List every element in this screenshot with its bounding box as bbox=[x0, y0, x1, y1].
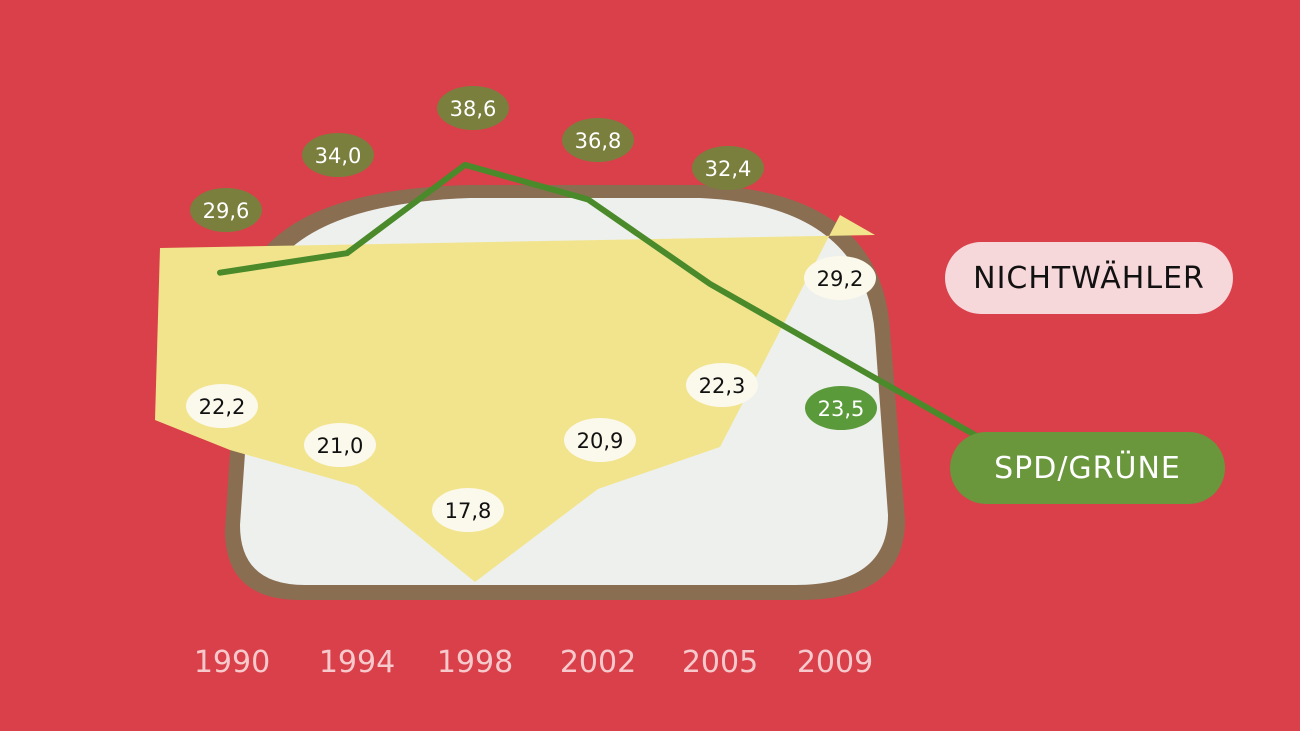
nichtwaehler-value-label-text: 17,8 bbox=[445, 499, 492, 523]
nichtwaehler-value-label-bubble bbox=[686, 363, 758, 407]
nichtwaehler-value-label: 21,0 bbox=[304, 423, 376, 467]
x-tick-label: 1994 bbox=[319, 645, 395, 680]
spd-value-label: 38,6 bbox=[437, 86, 509, 130]
nichtwaehler-value-label-text: 22,3 bbox=[699, 374, 746, 398]
spd-value-label: 36,8 bbox=[562, 118, 634, 162]
nichtwaehler-value-label-bubble bbox=[804, 256, 876, 300]
nichtwaehler-value-label: 17,8 bbox=[432, 488, 504, 532]
x-tick-label: 1990 bbox=[194, 645, 270, 680]
nichtwaehler-value-label-text: 29,2 bbox=[817, 267, 864, 291]
x-tick-label: 2002 bbox=[560, 645, 636, 680]
nichtwaehler-value-label-text: 20,9 bbox=[577, 429, 624, 453]
spd-value-label-text: 34,0 bbox=[315, 144, 362, 168]
legend-spd-gruene: SPD/GRÜNE bbox=[950, 432, 1225, 504]
nichtwaehler-value-label-text: 21,0 bbox=[317, 434, 364, 458]
spd-value-label: 29,6 bbox=[190, 188, 262, 232]
x-tick-label: 1998 bbox=[437, 645, 513, 680]
spd-value-label-text: 32,4 bbox=[705, 157, 752, 181]
spd-value-label-bubble bbox=[692, 146, 764, 190]
spd-value-label-text: 38,6 bbox=[450, 97, 497, 121]
x-tick-label: 2005 bbox=[682, 645, 758, 680]
spd-value-label-bubble bbox=[190, 188, 262, 232]
nichtwaehler-area bbox=[155, 215, 875, 582]
spd-value-label: 32,4 bbox=[692, 146, 764, 190]
nichtwaehler-value-label-text: 22,2 bbox=[199, 395, 246, 419]
spd-value-label: 34,0 bbox=[302, 133, 374, 177]
spd-value-label-bubble bbox=[562, 118, 634, 162]
spd-value-label-bubble bbox=[302, 133, 374, 177]
nichtwaehler-value-label: 29,2 bbox=[804, 256, 876, 300]
spd-value-label-text: 23,5 bbox=[818, 397, 865, 421]
nichtwaehler-value-label-bubble bbox=[432, 488, 504, 532]
nichtwaehler-value-label-bubble bbox=[186, 384, 258, 428]
nichtwaehler-value-label: 20,9 bbox=[564, 418, 636, 462]
spd-value-label: 23,5 bbox=[805, 386, 877, 430]
spd-value-label-bubble bbox=[805, 386, 877, 430]
x-tick-label: 2009 bbox=[797, 645, 873, 680]
nichtwaehler-value-label: 22,2 bbox=[186, 384, 258, 428]
nichtwaehler-value-label-bubble bbox=[564, 418, 636, 462]
spd-value-label-bubble bbox=[437, 86, 509, 130]
spd-gruene-line bbox=[217, 161, 978, 438]
spd-value-label-text: 36,8 bbox=[575, 129, 622, 153]
nichtwaehler-value-label-bubble bbox=[304, 423, 376, 467]
spd-value-label-text: 29,6 bbox=[203, 199, 250, 223]
legend-nichtwaehler: NICHTWÄHLER bbox=[945, 242, 1233, 314]
nichtwaehler-value-label: 22,3 bbox=[686, 363, 758, 407]
